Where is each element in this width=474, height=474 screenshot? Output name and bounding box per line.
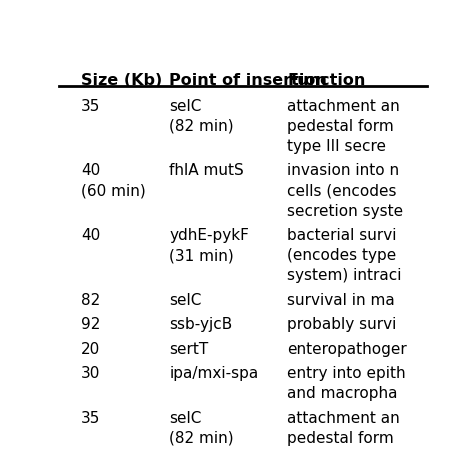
Text: entry into epith: entry into epith: [287, 366, 406, 381]
Text: 82: 82: [82, 292, 100, 308]
Text: invasion into n: invasion into n: [287, 164, 399, 178]
Text: 92: 92: [82, 317, 100, 332]
Text: pedestal form: pedestal form: [287, 119, 394, 134]
Text: 20: 20: [82, 342, 100, 356]
Text: 35: 35: [82, 99, 100, 114]
Text: 40: 40: [82, 228, 100, 243]
Text: (82 min): (82 min): [169, 119, 234, 134]
Text: ydhE-pykF: ydhE-pykF: [169, 228, 249, 243]
Text: Point of insertion: Point of insertion: [169, 73, 328, 88]
Text: (60 min): (60 min): [82, 183, 146, 199]
Text: ssb-yjcB: ssb-yjcB: [169, 317, 233, 332]
Text: attachment an: attachment an: [287, 99, 400, 114]
Text: fhlA mutS: fhlA mutS: [169, 164, 244, 178]
Text: enteropathoger: enteropathoger: [287, 342, 407, 356]
Text: (82 min): (82 min): [169, 430, 234, 446]
Text: (encodes type: (encodes type: [287, 248, 396, 263]
Text: 35: 35: [82, 410, 100, 426]
Text: survival in ma: survival in ma: [287, 292, 395, 308]
Text: ipa/mxi-spa: ipa/mxi-spa: [169, 366, 259, 381]
Text: selC: selC: [169, 410, 202, 426]
Text: selC: selC: [169, 99, 202, 114]
Text: 40: 40: [82, 164, 100, 178]
Text: (31 min): (31 min): [169, 248, 234, 263]
Text: attachment an: attachment an: [287, 410, 400, 426]
Text: secretion syste: secretion syste: [287, 204, 403, 219]
Text: sertT: sertT: [169, 342, 209, 356]
Text: Size (Kb): Size (Kb): [82, 73, 163, 88]
Text: system) intraci: system) intraci: [287, 268, 401, 283]
Text: cells (encodes: cells (encodes: [287, 183, 397, 199]
Text: probably survi: probably survi: [287, 317, 396, 332]
Text: type III secre: type III secre: [287, 139, 386, 154]
Text: 30: 30: [82, 366, 100, 381]
Text: pedestal form: pedestal form: [287, 430, 394, 446]
Text: bacterial survi: bacterial survi: [287, 228, 397, 243]
Text: Function: Function: [287, 73, 365, 88]
Text: and macropha: and macropha: [287, 386, 398, 401]
Text: selC: selC: [169, 292, 202, 308]
